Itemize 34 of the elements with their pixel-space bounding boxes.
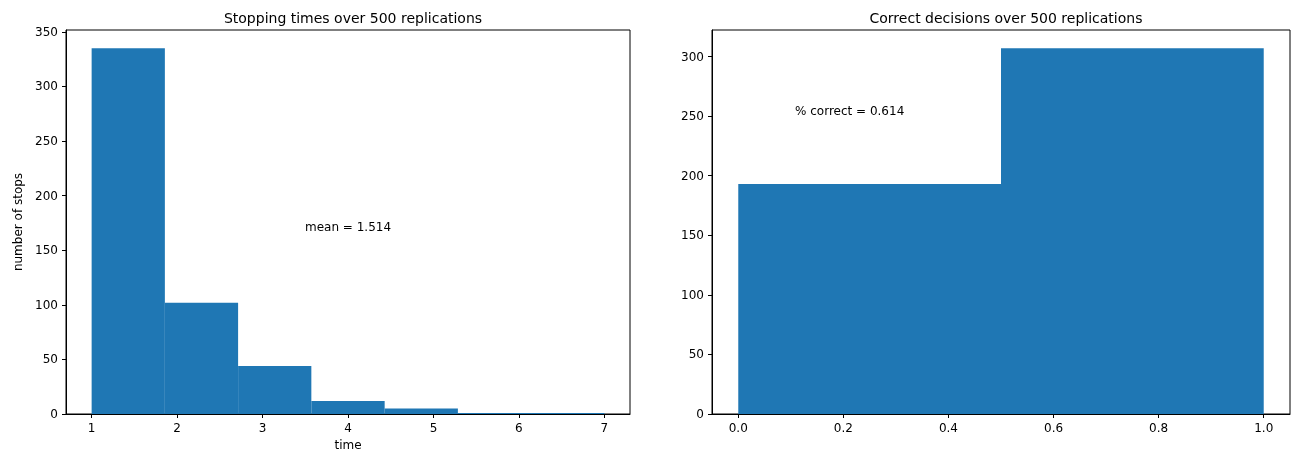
- x-tick-label: 0.4: [938, 421, 958, 435]
- annotation: mean = 1.514: [305, 220, 392, 234]
- x-tick-label: 0.2: [833, 421, 853, 435]
- x-tick-label: 0.0: [728, 421, 748, 435]
- y-tick-label: 200: [35, 188, 58, 203]
- x-tick-label: 0.8: [1149, 421, 1169, 435]
- chart-title: Stopping times over 500 replications: [223, 10, 483, 26]
- y-tick-label: 300: [35, 79, 58, 94]
- y-tick-label: 0: [50, 407, 58, 421]
- x-tick-label: 7: [600, 421, 609, 435]
- x-tick-label: 3: [258, 421, 267, 435]
- y-tick-label: 350: [35, 24, 58, 39]
- x-tick-label: 6: [515, 421, 523, 435]
- chart-title: Correct decisions over 500 replications: [869, 10, 1143, 26]
- x-tick-label: 4: [344, 421, 352, 435]
- x-tick-label: 1: [87, 421, 96, 435]
- y-tick-label: 0: [696, 407, 704, 421]
- annotation: % correct = 0.614: [795, 104, 905, 118]
- y-tick-label: 200: [681, 168, 704, 183]
- y-tick-label: 100: [681, 287, 704, 302]
- y-tick-label: 100: [35, 297, 58, 312]
- x-tick-label: 5: [429, 421, 438, 435]
- y-tick-label: 150: [35, 243, 58, 258]
- y-tick-label: 300: [681, 49, 704, 64]
- y-tick-label: 250: [681, 109, 704, 124]
- x-axis-title: time: [334, 437, 362, 452]
- y-axis-title: number of stops: [11, 172, 26, 272]
- y-tick-label: 150: [681, 228, 704, 243]
- x-tick-label: 1.0: [1254, 421, 1274, 435]
- x-tick-label: 0.6: [1044, 421, 1064, 435]
- x-tick-label: 2: [173, 421, 181, 435]
- y-tick-label: 50: [688, 347, 704, 362]
- y-tick-label: 50: [42, 352, 58, 367]
- y-tick-label: 250: [35, 134, 58, 149]
